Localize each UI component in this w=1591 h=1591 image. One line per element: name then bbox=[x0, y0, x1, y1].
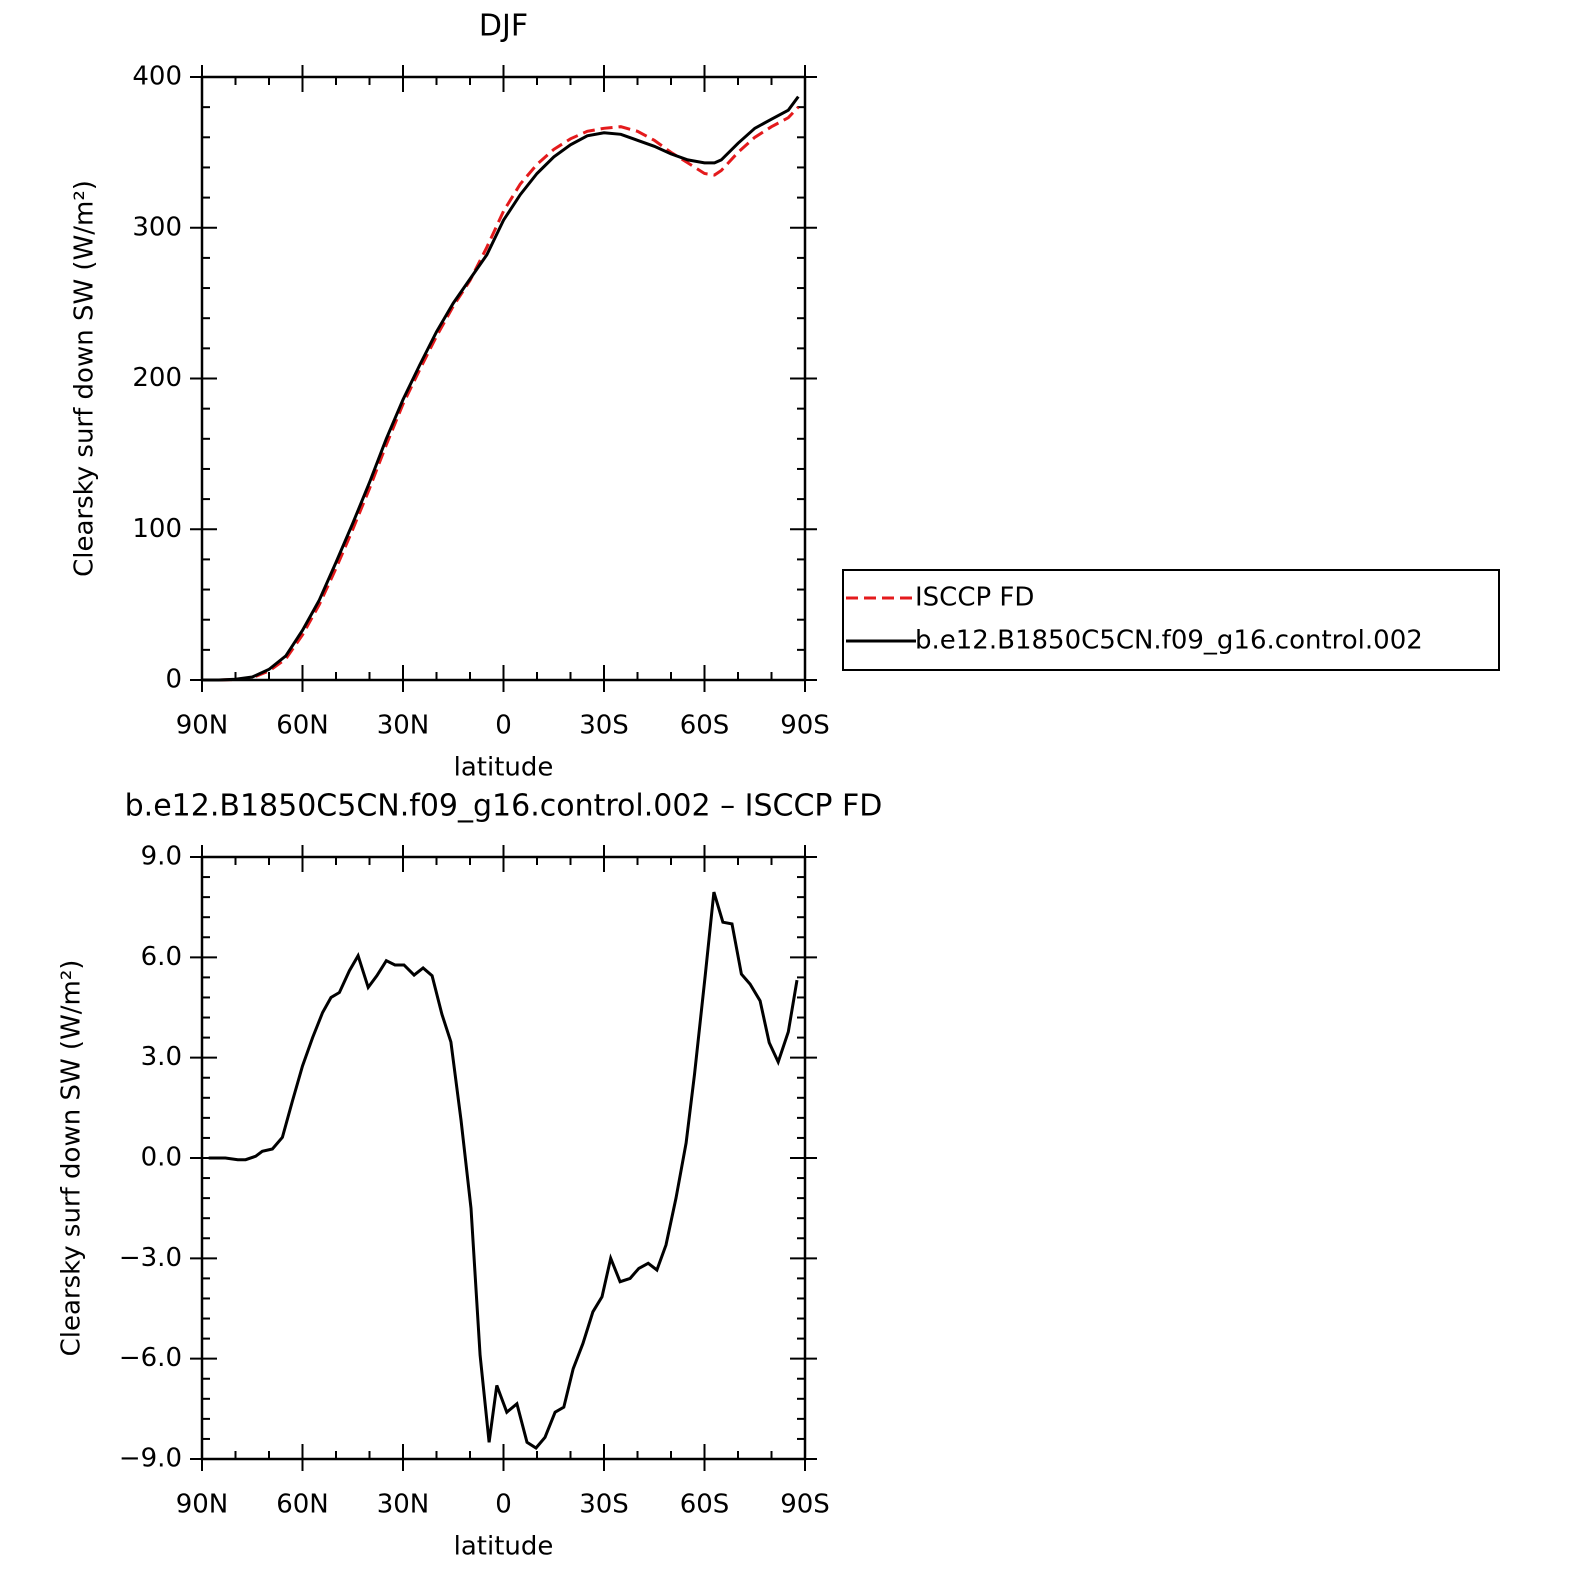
x-tick-label: 90N bbox=[176, 711, 229, 741]
x-axis-label: latitude bbox=[454, 753, 554, 783]
x-tick-label: 60S bbox=[680, 1490, 730, 1520]
y-axis-label: Clearsky surf down SW (W/m²) bbox=[57, 960, 87, 1357]
x-tick-label: 30S bbox=[579, 711, 629, 741]
y-tick-label: 3.0 bbox=[141, 1042, 182, 1072]
x-tick-label: 30S bbox=[579, 1490, 629, 1520]
x-tick-label: 0 bbox=[495, 1490, 512, 1520]
y-tick-label: 200 bbox=[132, 363, 182, 393]
legend-label: b.e12.B1850C5CN.f09_g16.control.002 bbox=[915, 626, 1423, 656]
series-line bbox=[202, 95, 800, 682]
panel-title: DJF bbox=[479, 9, 528, 44]
x-tick-label: 90N bbox=[176, 1490, 229, 1520]
series-line bbox=[202, 106, 800, 682]
y-tick-label: 400 bbox=[132, 62, 182, 92]
legend-label: ISCCP FD bbox=[915, 583, 1034, 613]
y-tick-label: 9.0 bbox=[141, 842, 182, 872]
y-tick-label: −6.0 bbox=[119, 1343, 182, 1373]
y-tick-label: 100 bbox=[132, 514, 182, 544]
series-line bbox=[208, 891, 799, 1450]
x-tick-label: 90S bbox=[780, 1490, 830, 1520]
y-tick-label: 6.0 bbox=[141, 942, 182, 972]
y-tick-label: −3.0 bbox=[119, 1243, 182, 1273]
y-tick-label: 0 bbox=[165, 665, 182, 695]
x-tick-label: 0 bbox=[495, 711, 512, 741]
x-axis-label: latitude bbox=[454, 1532, 554, 1562]
panel-title: b.e12.B1850C5CN.f09_g16.control.002 – IS… bbox=[125, 789, 883, 824]
x-tick-label: 30N bbox=[377, 711, 430, 741]
x-tick-label: 90S bbox=[780, 711, 830, 741]
y-axis-label: Clearsky surf down SW (W/m²) bbox=[70, 180, 100, 577]
y-tick-label: 300 bbox=[132, 212, 182, 242]
y-tick-label: −9.0 bbox=[119, 1444, 182, 1474]
x-tick-label: 60N bbox=[276, 1490, 329, 1520]
x-tick-label: 60S bbox=[680, 711, 730, 741]
x-tick-label: 30N bbox=[377, 1490, 430, 1520]
y-tick-label: 0.0 bbox=[141, 1143, 182, 1173]
x-tick-label: 60N bbox=[276, 711, 329, 741]
plot-frame bbox=[200, 855, 807, 1461]
legend-box bbox=[842, 569, 1500, 671]
plot-frame bbox=[200, 75, 807, 682]
